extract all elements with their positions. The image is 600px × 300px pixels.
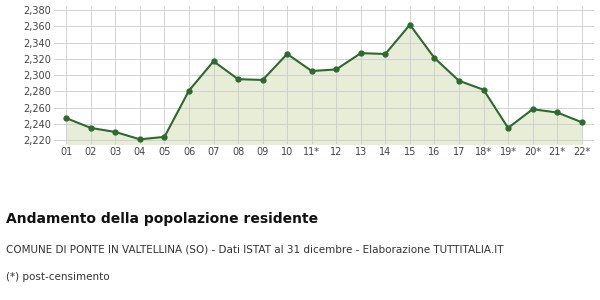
Text: Andamento della popolazione residente: Andamento della popolazione residente [6, 212, 318, 226]
Text: COMUNE DI PONTE IN VALTELLINA (SO) - Dati ISTAT al 31 dicembre - Elaborazione TU: COMUNE DI PONTE IN VALTELLINA (SO) - Dat… [6, 244, 503, 254]
Text: (*) post-censimento: (*) post-censimento [6, 272, 110, 281]
